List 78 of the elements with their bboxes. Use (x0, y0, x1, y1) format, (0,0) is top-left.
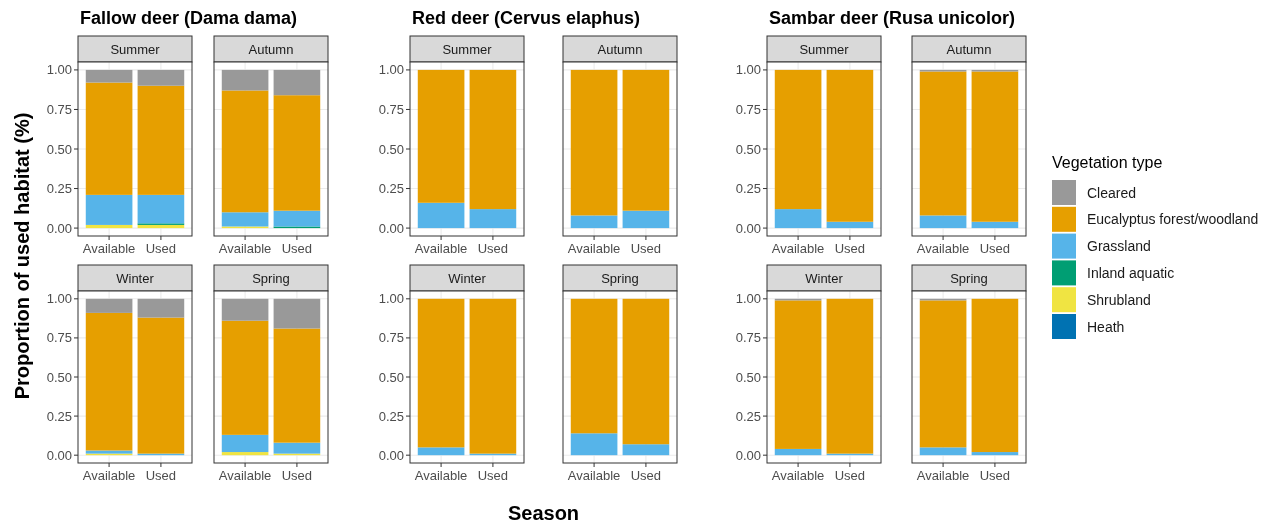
x-tick-label: Available (218, 241, 272, 256)
y-tick-label: 0.50 (46, 141, 72, 157)
y-tick-label: 0.00 (735, 220, 761, 236)
x-axis-title: Season (507, 502, 580, 524)
chart-subtitle: Autumn (946, 41, 992, 57)
y-tick-label: 0.75 (378, 330, 404, 346)
legend-label: Eucalyptus forest/woodland (1087, 211, 1259, 228)
y-tick-label: 1.00 (378, 62, 404, 78)
y-tick-label: 0.00 (735, 447, 761, 463)
x-tick-label: Used (477, 241, 509, 256)
y-tick-label: 0.75 (378, 102, 404, 117)
chart-subtitle: Summer (110, 41, 161, 57)
x-tick-label: Used (834, 241, 866, 256)
y-tick-label: 0.25 (735, 408, 761, 424)
x-tick-label: Used (145, 241, 177, 256)
y-tick-label: 1.00 (46, 291, 72, 307)
chart-subtitle: Summer (442, 41, 493, 57)
chart-subtitle: Autumn (248, 41, 294, 57)
x-tick-label: Available (567, 241, 621, 256)
chart-subtitle: Autumn (597, 41, 643, 57)
x-tick-label: Used (979, 468, 1011, 483)
y-tick-label: 0.25 (378, 181, 404, 197)
legend-label: Inland aquatic (1087, 264, 1175, 281)
chart-title: Sambar deer (Rusa unicolor) (769, 8, 1016, 28)
y-tick-label: 0.00 (378, 220, 404, 236)
x-tick-label: Used (834, 468, 866, 483)
legend-label: Cleared (1087, 184, 1137, 201)
x-tick-label: Used (979, 241, 1011, 256)
y-tick-label: 1.00 (378, 291, 404, 307)
y-tick-label: 0.75 (735, 330, 761, 346)
x-tick-label: Available (218, 468, 272, 483)
x-tick-label: Available (414, 241, 468, 256)
x-tick-label: Available (771, 468, 825, 483)
y-tick-label: 0.75 (46, 330, 72, 346)
x-tick-label: Used (145, 468, 177, 483)
x-tick-label: Available (916, 468, 970, 483)
y-tick-label: 0.50 (378, 369, 404, 385)
chart-subtitle: Winter (805, 270, 844, 286)
x-tick-label: Available (916, 241, 970, 256)
x-tick-label: Used (281, 241, 313, 256)
x-tick-label: Available (82, 241, 136, 256)
y-tick-label: 0.25 (46, 181, 72, 197)
y-tick-label: 0.50 (46, 369, 72, 385)
x-tick-label: Available (414, 468, 468, 483)
legend-title: Vegetation type (1052, 154, 1163, 171)
legend-label: Heath (1087, 318, 1125, 335)
legend-label: Grassland (1087, 238, 1151, 255)
y-tick-label: 0.50 (735, 369, 761, 385)
y-tick-label: 0.25 (735, 181, 761, 197)
chart-title: Fallow deer (Dama dama) (80, 8, 298, 28)
y-tick-label: 1.00 (735, 62, 761, 78)
chart-title: Red deer (Cervus elaphus) (412, 8, 641, 28)
x-tick-label: Available (82, 468, 136, 483)
legend-label: Shrubland (1087, 291, 1151, 308)
x-tick-label: Available (771, 241, 825, 256)
y-tick-label: 0.25 (46, 408, 72, 424)
x-tick-label: Used (630, 468, 662, 483)
y-tick-label: 1.00 (46, 62, 72, 78)
y-tick-label: 0.25 (378, 408, 404, 424)
chart-subtitle: Winter (116, 270, 155, 286)
y-tick-label: 0.75 (735, 102, 761, 117)
x-tick-label: Available (567, 468, 621, 483)
y-tick-label: 0.50 (735, 141, 761, 157)
y-tick-label: 0.75 (46, 102, 72, 117)
y-axis-title: Proportion of used habitat (%) (11, 112, 33, 400)
y-tick-label: 0.00 (378, 447, 404, 463)
chart-subtitle: Summer (799, 41, 850, 57)
chart-subtitle: Spring (252, 270, 290, 286)
y-tick-label: 1.00 (735, 291, 761, 307)
chart-subtitle: Winter (448, 270, 487, 286)
y-tick-label: 0.00 (46, 447, 72, 463)
chart-subtitle: Spring (950, 270, 988, 286)
x-tick-label: Used (477, 468, 509, 483)
y-tick-label: 0.00 (46, 220, 72, 236)
y-tick-label: 0.50 (378, 141, 404, 157)
chart-subtitle: Spring (601, 270, 639, 286)
x-tick-label: Used (630, 241, 662, 256)
x-tick-label: Used (281, 468, 313, 483)
